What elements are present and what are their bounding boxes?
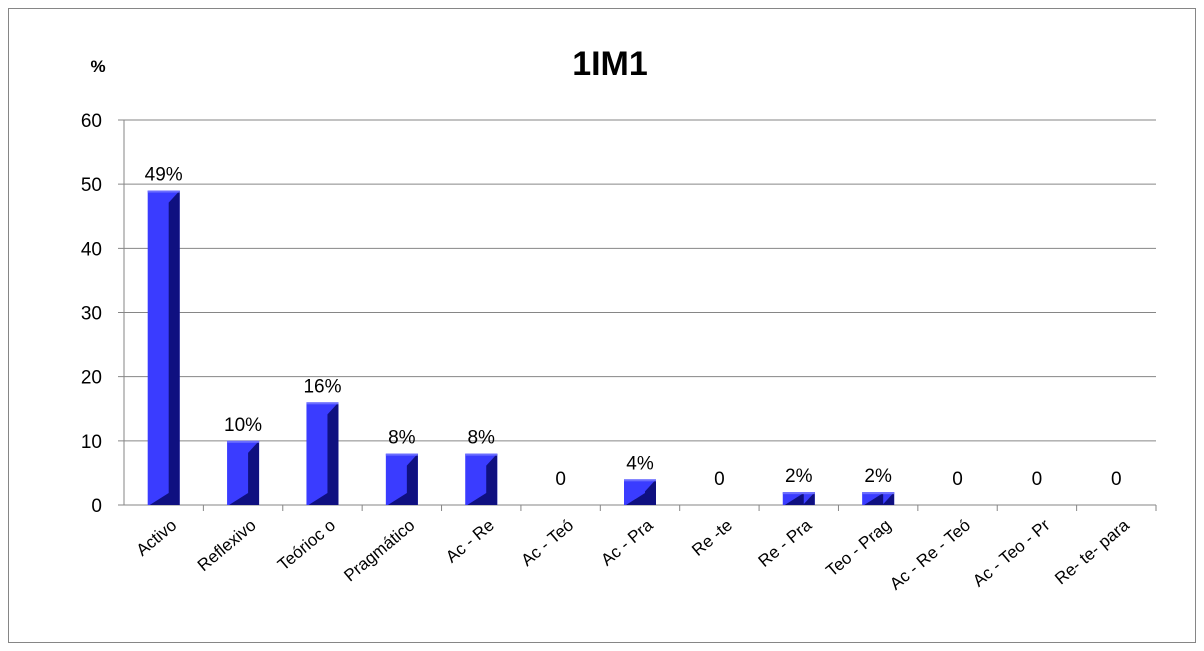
data-label: 0 [714,469,725,490]
bar-top [624,479,656,482]
bar-top [465,453,498,456]
bar [306,402,339,505]
y-tick-label: 20 [81,368,102,389]
data-label: 0 [1032,469,1043,490]
y-tick-label: 0 [91,496,102,517]
x-tick-label: Pragmático [340,516,418,586]
bar-top [862,492,895,495]
bar [862,492,895,505]
x-tick-label: Re- te- para [1051,515,1133,588]
bar [782,492,815,505]
x-tick-label: Teo - Prag [822,516,894,581]
data-label: 4% [626,453,654,474]
bar-top [227,440,260,443]
bar [385,453,418,505]
chart-frame [8,8,1196,643]
bar-top [147,190,180,193]
x-tick-label: Activo [133,516,181,560]
bar-top [782,492,815,495]
x-tick-label: Teórioc o [274,516,339,575]
y-tick-label: 40 [81,239,102,260]
bar [624,479,656,505]
bar-shade [784,492,815,505]
data-label: 0 [952,469,963,490]
y-axis-label: % [90,57,105,76]
x-tick-label: Reflexivo [194,516,260,575]
data-label: 8% [388,428,416,449]
bar-shade [229,440,260,505]
bar-shade [467,453,498,505]
x-tick-label: Ac - Pra [597,515,657,569]
data-label: 0 [555,469,566,490]
data-label: 2% [785,466,813,487]
y-tick-label: 60 [81,111,102,132]
bar [227,440,260,505]
data-label: 8% [467,428,495,449]
y-tick-label: 50 [81,175,102,196]
x-tick-label: Re - Pra [755,515,816,571]
bar-shade [149,190,180,506]
x-tick-label: Ac - Teo - Pr [969,515,1054,590]
y-tick-label: 10 [81,432,102,453]
bar-top [306,402,339,405]
bar [147,190,180,506]
x-tick-label: Ac - Re [442,516,498,567]
bar-shade [626,479,656,505]
data-label: 49% [145,165,183,186]
chart-title: 1IM1 [572,45,648,83]
x-tick-label: Ac - Teó [517,516,577,570]
data-label: 0 [1111,469,1122,490]
x-tick-label: Re -te [688,516,736,560]
bar-shade [308,402,339,505]
bar-top [385,453,418,456]
data-label: 10% [224,415,262,436]
x-tick-label: Ac - Re - Teó [886,516,974,594]
bar [465,453,498,505]
bar-shade [387,453,418,505]
bar-shade [864,492,895,505]
data-label: 2% [864,466,892,487]
data-label: 16% [303,376,341,397]
y-tick-label: 30 [81,304,102,325]
